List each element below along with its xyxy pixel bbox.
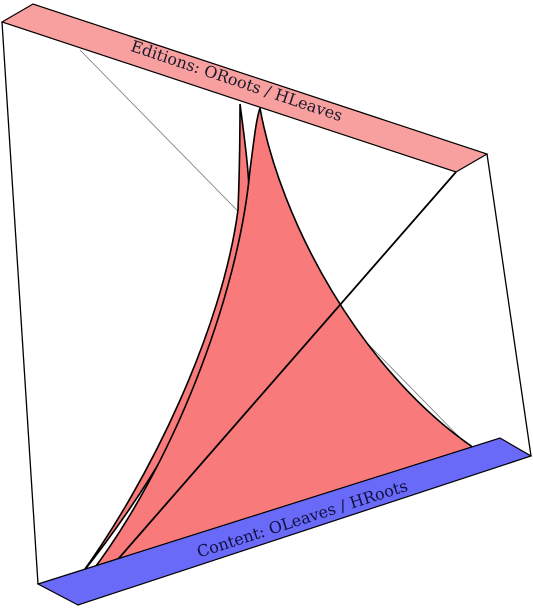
- editions-bar-label: Editions: ORoots / HLeaves: [128, 36, 345, 125]
- editions-bar-top-face: [0, 3, 489, 173]
- left-edge-line: [1, 21, 39, 585]
- content-bar-top-face: [36, 437, 533, 606]
- right-edge-line: [486, 153, 532, 457]
- main-red-sheet: [87, 107, 476, 576]
- front-diagonal-line: [77, 171, 457, 606]
